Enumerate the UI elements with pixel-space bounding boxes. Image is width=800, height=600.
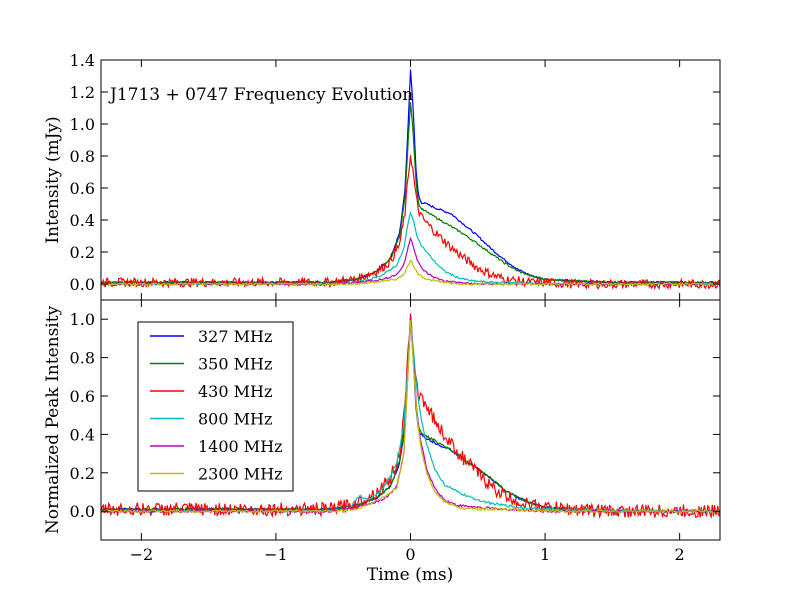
bottom-y-tick-label: 0.2 (70, 464, 95, 483)
top-series-line-2300-mhz (101, 259, 720, 286)
bottom-x-tick-label: −1 (264, 545, 288, 564)
bottom-y-tick-label: 0.0 (70, 502, 95, 521)
top-y-tick-label: 1.0 (70, 115, 95, 134)
legend-label: 350 MHz (198, 355, 272, 374)
bottom-x-tick-label: 1 (540, 545, 550, 564)
bottom-x-tick-label: 2 (675, 545, 685, 564)
x-axis-label: Time (ms) (367, 565, 453, 585)
bottom-x-tick-label: −2 (130, 545, 154, 564)
legend-label: 327 MHz (198, 327, 272, 346)
top-y-ticks: 0.0 0.2 0.4 0.6 0.8 1.0 1.2 1.4 (70, 51, 720, 294)
bottom-panel: 0.0 0.2 0.4 0.6 0.8 1.0 −2 −1 0 1 2 Normalized Pe… (43, 299, 721, 585)
bottom-series-line-2300-mhz (101, 320, 720, 514)
top-x-ticks (140, 60, 681, 300)
bottom-y-tick-label: 1.0 (70, 310, 95, 329)
bottom-series-line-430-mhz (101, 313, 720, 519)
legend-label: 800 MHz (198, 410, 272, 429)
bottom-y-axis-label: Normalized Peak Intensity (43, 305, 63, 534)
top-y-axis-label: Intensity (mJy) (43, 116, 63, 243)
bottom-axes-frame (100, 299, 721, 541)
legend-label: 2300 MHz (198, 465, 283, 484)
legend: 327 MHz 350 MHz 430 MHz 800 MHz 1400 MHz 2300… (137, 321, 294, 492)
bottom-y-tick-label: 0.6 (70, 387, 95, 406)
bottom-y-ticks: 0.0 0.2 0.4 0.6 0.8 1.0 (70, 310, 720, 521)
top-y-tick-label: 0.4 (70, 211, 95, 230)
legend-label: 430 MHz (198, 382, 272, 401)
top-y-tick-label: 0.8 (70, 147, 95, 166)
top-y-tick-label: 1.4 (70, 51, 95, 70)
legend-label: 1400 MHz (198, 437, 283, 456)
legend-box (137, 321, 294, 492)
bottom-y-tick-label: 0.4 (70, 425, 95, 444)
bottom-y-tick-label: 0.8 (70, 349, 95, 368)
top-y-tick-label: 0.2 (70, 243, 95, 262)
top-panel-title: J1713 + 0747 Frequency Evolution (108, 85, 413, 105)
top-y-tick-label: 1.2 (70, 83, 95, 102)
top-series-group (101, 69, 720, 291)
top-y-tick-label: 0.6 (70, 179, 95, 198)
bottom-x-ticks: −2 −1 0 1 2 (130, 300, 685, 564)
bottom-series-group (101, 313, 720, 519)
legend-entries: 327 MHz 350 MHz 430 MHz 800 MHz 1400 MHz 2300… (150, 327, 283, 484)
top-y-tick-label: 0.0 (70, 275, 95, 294)
top-panel: 0.0 0.2 0.4 0.6 0.8 1.0 1.2 1.4 J1713 + 0747 Fr… (43, 51, 721, 301)
bottom-x-tick-label: 0 (405, 545, 415, 564)
